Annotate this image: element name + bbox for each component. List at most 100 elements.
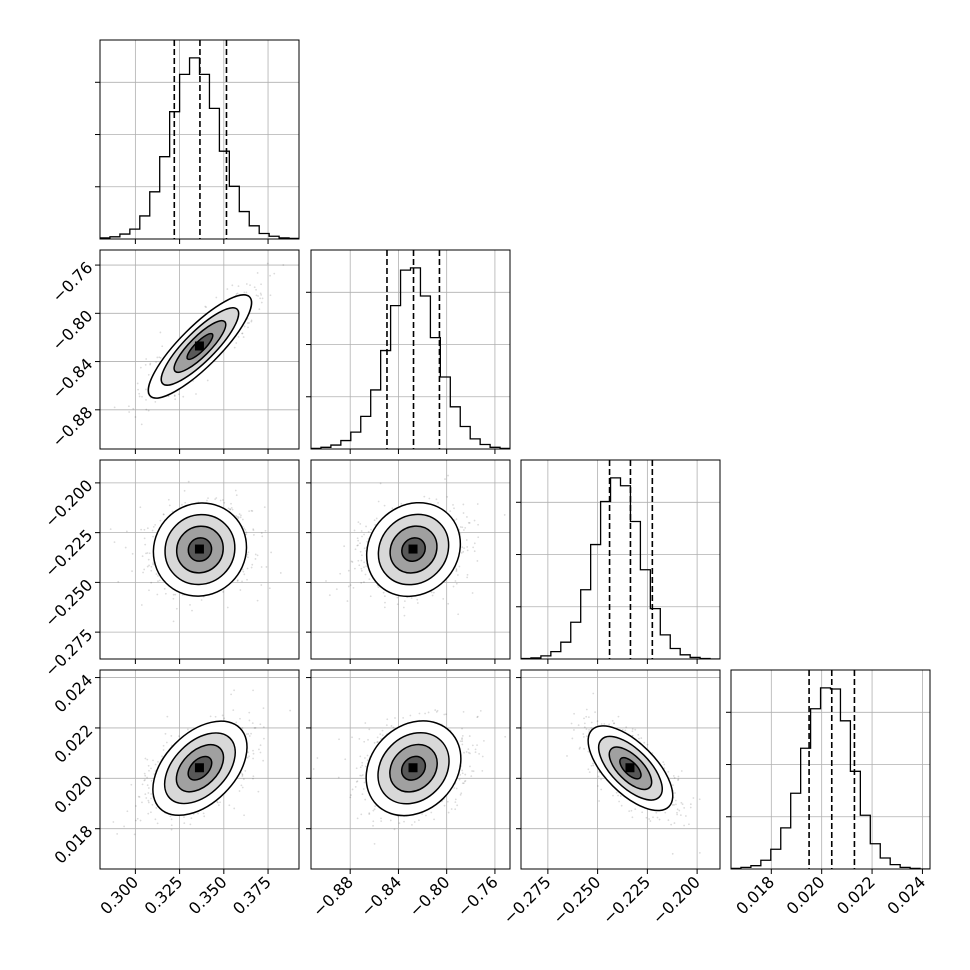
scatter-point	[463, 780, 466, 783]
scatter-point	[566, 755, 568, 757]
scatter-point	[149, 363, 152, 366]
scatter-point	[463, 751, 465, 754]
scatter-point	[435, 498, 438, 501]
y-tick-label: 0.022	[51, 721, 97, 767]
scatter-point	[144, 793, 147, 796]
scatter-point	[585, 715, 588, 718]
scatter-point	[252, 777, 254, 780]
density-peak	[194, 544, 204, 554]
scatter-point	[360, 530, 363, 532]
scatter-point	[461, 738, 463, 741]
scatter-point	[248, 711, 251, 714]
scatter-point	[423, 495, 426, 498]
scatter-point	[244, 528, 247, 531]
scatter-point	[358, 564, 361, 567]
scatter-point	[382, 591, 385, 594]
scatter-point	[570, 722, 573, 725]
scatter-point	[230, 502, 232, 505]
scatter-point	[373, 842, 376, 845]
scatter-point	[434, 709, 437, 711]
x-tick-label: 0.024	[883, 872, 929, 918]
scatter-point	[143, 568, 146, 571]
scatter-point	[360, 774, 363, 777]
scatter-point	[241, 332, 244, 335]
scatter-point	[266, 262, 269, 265]
scatter-point	[673, 803, 676, 806]
scatter-point	[656, 816, 659, 819]
scatter-point	[147, 812, 150, 815]
scatter-point	[186, 728, 189, 731]
scatter-point	[372, 824, 374, 827]
scatter-point	[260, 532, 263, 534]
scatter-point	[265, 566, 268, 568]
scatter-point	[260, 283, 262, 286]
scatter-point	[354, 548, 357, 551]
scatter-point	[241, 786, 244, 789]
scatter-point	[338, 738, 340, 741]
scatter-point	[476, 744, 478, 747]
scatter-point	[154, 524, 157, 526]
scatter-point	[254, 726, 257, 729]
scatter-point	[638, 737, 640, 740]
scatter-point	[252, 752, 255, 755]
scatter-point	[282, 264, 285, 266]
density-peak	[408, 544, 418, 554]
scatter-point	[253, 727, 256, 729]
scatter-point	[676, 808, 679, 811]
scatter-point	[461, 769, 464, 772]
scatter-point	[655, 811, 658, 814]
scatter-point	[478, 752, 481, 755]
scatter-point	[131, 552, 134, 555]
scatter-point	[248, 735, 251, 737]
scatter-point	[236, 579, 239, 582]
scatter-point	[477, 523, 480, 526]
scatter-point	[339, 572, 342, 575]
scatter-point	[380, 817, 382, 820]
scatter-point	[573, 712, 575, 715]
scatter-point	[161, 755, 163, 758]
x-tick-label: 0.018	[732, 872, 778, 918]
scatter-point	[259, 751, 262, 754]
scatter-point	[255, 294, 258, 297]
scatter-point	[248, 322, 250, 324]
scatter-point	[247, 551, 250, 554]
scatter-point	[631, 728, 634, 730]
scatter-point	[205, 306, 208, 308]
scatter-point	[416, 598, 419, 601]
panel-content	[100, 40, 299, 239]
scatter-point	[245, 531, 248, 534]
scatter-point	[354, 785, 357, 788]
scatter-point	[667, 819, 670, 822]
scatter-point	[577, 724, 580, 727]
y-tick-label: −0.275	[41, 625, 96, 680]
scatter-point	[454, 798, 457, 801]
scatter-point	[446, 800, 449, 803]
scatter-point	[217, 801, 219, 804]
scatter-point	[356, 544, 359, 547]
scatter-point	[375, 517, 378, 520]
scatter-point	[446, 495, 449, 498]
scatter-point	[164, 592, 167, 595]
scatter-point	[248, 755, 251, 758]
scatter-point	[471, 770, 473, 772]
scatter-point	[167, 498, 170, 501]
y-tick-label: −0.80	[48, 306, 96, 354]
scatter-point	[154, 763, 157, 766]
scatter-point	[368, 578, 371, 581]
axes-frame	[99, 459, 300, 660]
scatter-point	[235, 514, 238, 517]
scatter-point	[471, 592, 474, 594]
scatter-point	[242, 778, 245, 781]
scatter-point	[621, 729, 624, 731]
scatter-point	[359, 542, 361, 545]
scatter-point	[474, 751, 477, 754]
scatter-point	[148, 589, 150, 592]
scatter-point	[456, 574, 459, 576]
panel-content	[311, 670, 510, 869]
scatter-point	[258, 308, 261, 311]
scatter-point	[269, 274, 271, 277]
scatter-point	[279, 572, 282, 574]
scatter-point	[461, 526, 464, 529]
scatter-point	[366, 754, 369, 757]
scatter-point	[328, 594, 331, 597]
